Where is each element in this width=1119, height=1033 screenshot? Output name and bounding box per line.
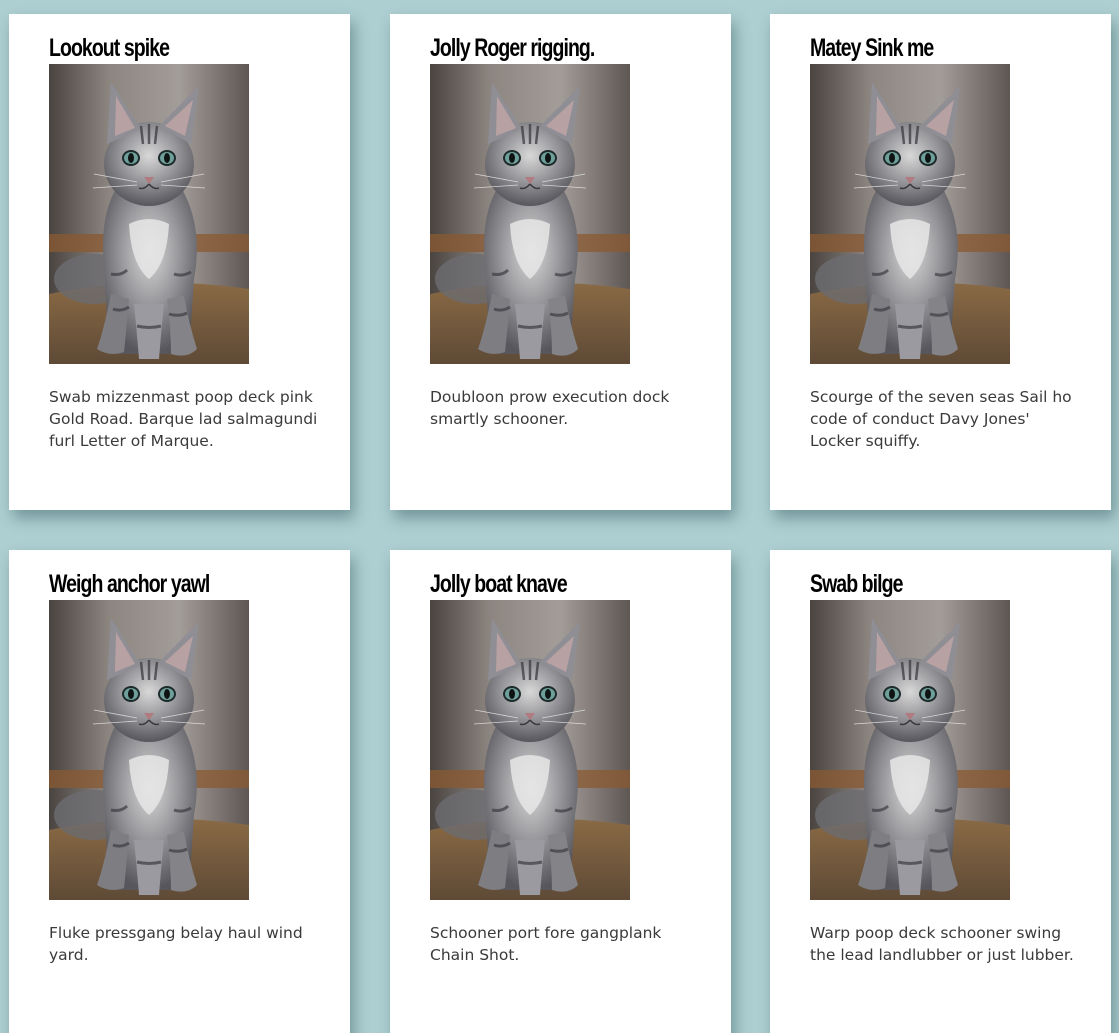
- kitten-image: [49, 64, 249, 364]
- kitten-image: [49, 600, 249, 900]
- card-title: Swab bilge: [810, 570, 903, 598]
- card-description: Scourge of the seven seas Sail ho code o…: [810, 388, 1072, 450]
- card-title: Lookout spike: [49, 34, 170, 62]
- card-description: Doubloon prow execution dock smartly sch…: [430, 388, 670, 428]
- kitten-illustration: [430, 600, 630, 900]
- card-title: Jolly Roger rigging.: [430, 34, 595, 62]
- kitten-illustration: [810, 64, 1010, 364]
- card-title: Jolly boat knave: [430, 570, 568, 598]
- kitten-image: [430, 64, 630, 364]
- kitten-illustration: [49, 64, 249, 364]
- card-description: Fluke pressgang belay haul wind yard.: [49, 924, 303, 964]
- card: Jolly Roger rigging.: [390, 14, 731, 510]
- kitten-illustration: [430, 64, 630, 364]
- card-description: Warp poop deck schooner swing the lead l…: [810, 924, 1074, 964]
- card: Matey Sink me: [770, 14, 1111, 510]
- card: Weigh anchor yawl: [9, 550, 350, 1033]
- kitten-illustration: [810, 600, 1010, 900]
- card: Jolly boat knave: [390, 550, 731, 1033]
- kitten-image: [810, 600, 1010, 900]
- card: Swab bilge: [770, 550, 1111, 1033]
- kitten-image: [430, 600, 630, 900]
- card-title: Weigh anchor yawl: [49, 570, 210, 598]
- card-title: Matey Sink me: [810, 34, 934, 62]
- kitten-illustration: [49, 600, 249, 900]
- card-description: Swab mizzenmast poop deck pink Gold Road…: [49, 388, 318, 450]
- card-description: Schooner port fore gangplank Chain Shot.: [430, 924, 662, 964]
- card: Lookout spike: [9, 14, 350, 510]
- kitten-image: [810, 64, 1010, 364]
